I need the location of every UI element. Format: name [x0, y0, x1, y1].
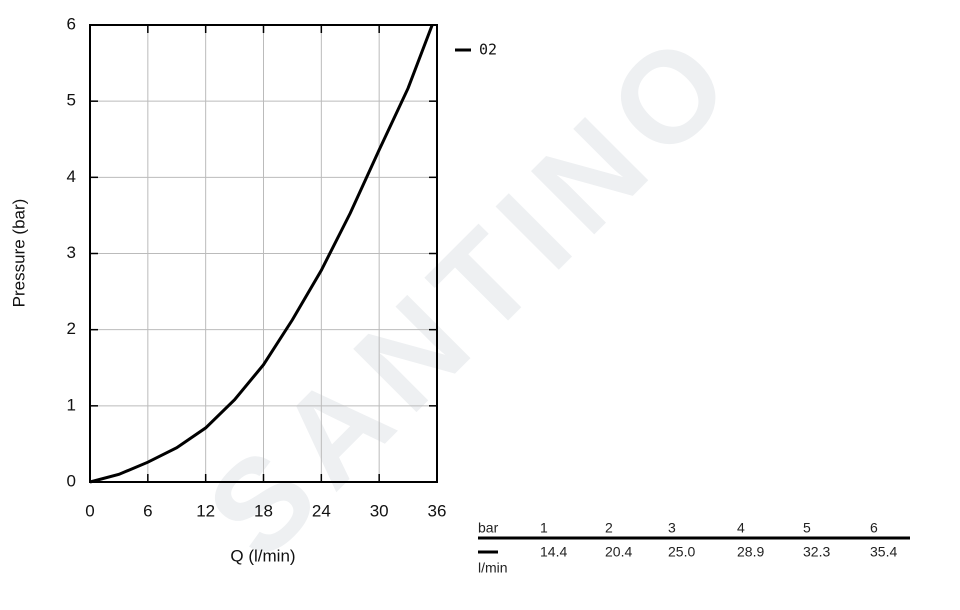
x-tick-label: 18 — [254, 501, 273, 520]
table-cell: 20.4 — [605, 544, 632, 560]
table-header: 1 — [540, 520, 548, 536]
table-header: 5 — [803, 520, 811, 536]
y-tick-label: 1 — [67, 395, 76, 414]
table-header: 3 — [668, 520, 676, 536]
table: bar 1 2 3 4 5 6 l/min 14.4 20.4 25.0 28.9 32.3 35.4 — [478, 520, 897, 576]
series-line — [89, 24, 434, 484]
y-tick-label: 6 — [67, 14, 76, 33]
y-tick-label: 5 — [67, 91, 76, 110]
y-tick-label: 2 — [67, 319, 76, 338]
watermark: SANTINO — [179, 0, 765, 586]
y-axis-label: Pressure (bar) — [9, 199, 28, 308]
x-tick-label: 12 — [196, 501, 215, 520]
y-tick-label: 3 — [67, 243, 76, 262]
x-tick-label: 6 — [143, 501, 152, 520]
y-tick-label: 4 — [67, 167, 76, 186]
table-cell: 25.0 — [668, 544, 695, 560]
y-tick-label: 0 — [67, 471, 76, 490]
table-header: 2 — [605, 520, 613, 536]
x-tick-label: 0 — [85, 501, 94, 520]
x-tick-label: 30 — [370, 501, 389, 520]
table-cell: 32.3 — [803, 544, 830, 560]
x-tick-label: 36 — [428, 501, 447, 520]
legend-label: 02 — [479, 41, 497, 59]
table-cell: 28.9 — [737, 544, 764, 560]
x-tick-label: 24 — [312, 501, 331, 520]
table-row-label: l/min — [478, 560, 508, 576]
table-cell: 14.4 — [540, 544, 567, 560]
x-axis-label: Q (l/min) — [230, 546, 295, 565]
table-header: 4 — [737, 520, 745, 536]
table-cell: 35.4 — [870, 544, 897, 560]
table-header: 6 — [870, 520, 878, 536]
table-header: bar — [478, 520, 499, 536]
plot-frame — [89, 24, 438, 483]
